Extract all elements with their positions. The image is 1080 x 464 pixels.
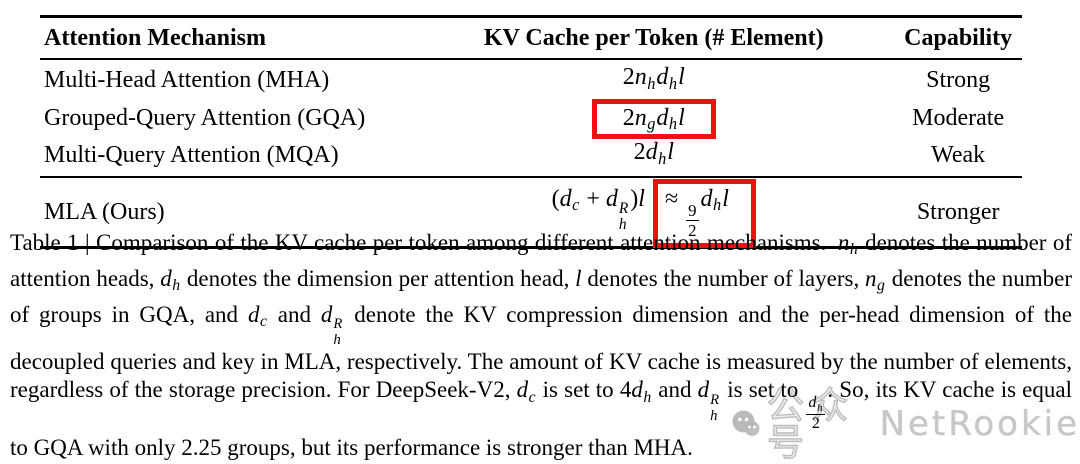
formula-mla-boxed: ≈ 9 2 dhl: [664, 185, 729, 241]
header-attention-mechanism: Attention Mechanism: [44, 25, 266, 51]
capability-cell: Weak: [931, 142, 986, 169]
formula-cell: 2ngdhl: [413, 98, 894, 140]
comparison-table: Attention Mechanism KV Cache per Token (…: [40, 15, 1022, 249]
caption-text: denotes the number of layers,: [581, 265, 866, 291]
watermark-en-text: NetRookie: [879, 404, 1080, 444]
caption-math: nh: [837, 230, 858, 259]
caption-math: dh: [160, 265, 181, 295]
mechanism-cell: MLA (Ours): [44, 198, 165, 225]
caption-math: ng: [865, 265, 885, 295]
table-row-mha: Multi-Head Attention (MHA) 2nhdhl Strong: [40, 59, 1022, 101]
header-capability: Capability: [904, 25, 1013, 51]
caption-math: dc: [247, 301, 267, 330]
capability-cell: Moderate: [912, 104, 1005, 131]
table-caption: Table 1 | Comparison of the KV cache per…: [10, 229, 1072, 462]
mechanism-cell: Multi-Query Attention (MQA): [44, 142, 339, 169]
header-row: Attention Mechanism KV Cache per Token (…: [40, 17, 1022, 59]
capability-cell: Stronger: [916, 198, 1000, 225]
highlight-box-mla: ≈ 9 2 dhl: [652, 178, 756, 248]
caption-text: is set to: [536, 377, 620, 403]
caption-math: dh 2: [804, 377, 827, 432]
caption-text: Table 1 | Comparison of the KV cache per…: [10, 230, 838, 255]
formula-gqa: 2ngdhl: [622, 104, 685, 134]
formula-cell: 2nhdhl: [413, 59, 894, 101]
caption-text: denotes the dimension per attention head…: [181, 265, 576, 291]
table-header: Attention Mechanism KV Cache per Token (…: [40, 17, 1022, 59]
caption-math: l: [575, 265, 582, 291]
table-row-gqa: Grouped-Query Attention (GQA) 2ngdhl Mod…: [40, 98, 1022, 140]
table-body: Multi-Head Attention (MHA) 2nhdhl Strong…: [40, 59, 1022, 177]
caption-text: denotes the number of attention heads,: [10, 230, 1072, 291]
mechanism-cell: Grouped-Query Attention (GQA): [44, 104, 366, 131]
formula-mqa: 2dhl: [633, 139, 674, 168]
highlight-box-gqa: 2ngdhl: [591, 98, 716, 140]
formula-cell: 2dhl: [413, 135, 894, 177]
caption-text: denotes the number of groups in GQA, and: [10, 265, 1072, 327]
caption-math: dc: [516, 377, 536, 406]
capability-cell: Strong: [926, 67, 991, 94]
header-kv-cache: KV Cache per Token (# Element): [483, 25, 824, 51]
wechat-icon: [732, 410, 760, 436]
caption-text: and: [652, 377, 698, 403]
caption-text: is set to: [721, 377, 805, 403]
formula-mha: 2nhdhl: [622, 64, 685, 93]
caption-text: denote the KV compression dimension and …: [10, 301, 1072, 403]
mechanism-cell: Multi-Head Attention (MHA): [44, 67, 330, 94]
caption-text: and: [267, 301, 321, 327]
caption-math: 4dh: [619, 377, 652, 406]
table-row-mqa: Multi-Query Attention (MQA) 2dhl Weak: [40, 135, 1022, 177]
